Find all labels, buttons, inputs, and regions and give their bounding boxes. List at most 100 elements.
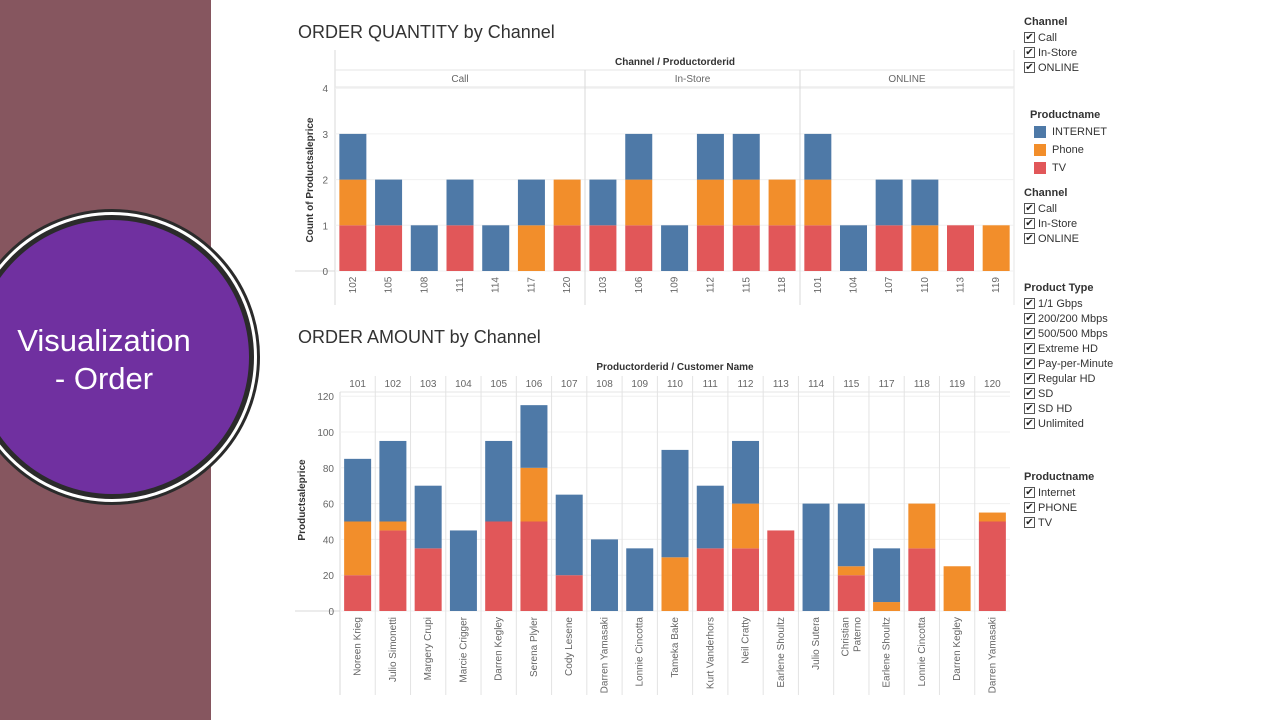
y-tick-label: 4	[322, 84, 328, 95]
filter-option[interactable]: ✔ Call	[1024, 30, 1079, 45]
checkbox-checked-icon[interactable]: ✔	[1024, 417, 1035, 429]
bar-segment-phone	[768, 179, 796, 226]
x-tick-label: 104	[849, 276, 860, 293]
bar-segment-internet	[837, 503, 865, 567]
filter-option[interactable]: ✔ PHONE	[1024, 500, 1094, 515]
bar-segment-internet	[485, 440, 513, 522]
filter-option[interactable]: ✔ 200/200 Mbps	[1024, 311, 1113, 326]
bar-segment-phone	[732, 179, 760, 226]
customer-name-label: Marcie Crigger	[458, 616, 469, 682]
filter-option[interactable]: ✔ ONLINE	[1024, 60, 1079, 75]
bar-segment-internet	[732, 440, 760, 504]
checkbox-checked-icon[interactable]: ✔	[1024, 31, 1035, 43]
legend-title: Product Type	[1024, 282, 1094, 294]
legend-item-tv[interactable]: TV	[1030, 159, 1107, 177]
customer-name-label: Cody Lesene	[564, 617, 575, 676]
bar-segment-phone	[732, 503, 760, 549]
bar-segment-tv	[837, 575, 865, 611]
y-tick-label: 120	[317, 392, 334, 403]
order-quantity-chart: Channel / Productorderid 0 1 2 3 4 Count of Pr…	[295, 50, 1015, 305]
bar-segment-tv	[768, 225, 796, 271]
checkbox-checked-icon[interactable]: ✔	[1024, 486, 1035, 498]
filter-option-label: In-Store	[1038, 46, 1078, 59]
x-tick-label: 119	[991, 277, 1002, 293]
bar-segment-tv	[625, 225, 653, 271]
filter-option[interactable]: ✔ Regular HD	[1024, 371, 1113, 386]
filter-option-label: 500/500 Mbps	[1038, 327, 1108, 340]
bar-segment-tv	[375, 225, 403, 271]
bar-segment-internet	[661, 225, 689, 271]
bar-segment-phone	[553, 179, 581, 226]
filter-option-label: Call	[1038, 202, 1057, 215]
channel-header-label: In-Store	[675, 74, 711, 85]
filter-option[interactable]: ✔ Unlimited	[1024, 416, 1113, 431]
filter-option[interactable]: ✔ ONLINE	[1024, 231, 1079, 246]
filter-option-label: Regular HD	[1038, 372, 1096, 385]
order-id-label: 104	[455, 379, 472, 390]
order-id-label: 117	[879, 379, 895, 390]
filter-option[interactable]: ✔ SD	[1024, 386, 1113, 401]
x-tick-label: 106	[634, 276, 645, 293]
checkbox-checked-icon[interactable]: ✔	[1024, 501, 1035, 513]
bar-segment-phone	[520, 467, 548, 522]
filter-option[interactable]: ✔ Extreme HD	[1024, 341, 1113, 356]
checkbox-checked-icon[interactable]: ✔	[1024, 217, 1035, 229]
bar-segment-internet	[482, 225, 510, 271]
x-tick-label: 108	[419, 276, 430, 293]
bar-segment-phone	[625, 179, 653, 226]
bar-segment-tv	[696, 225, 724, 271]
checkbox-checked-icon[interactable]: ✔	[1024, 46, 1035, 58]
color-swatch-icon	[1034, 126, 1046, 138]
bar-segment-internet	[344, 458, 372, 522]
filter-option[interactable]: ✔ TV	[1024, 515, 1094, 530]
y-tick-label: 3	[322, 130, 328, 141]
checkbox-checked-icon[interactable]: ✔	[1024, 342, 1035, 354]
x-tick-label: 111	[455, 277, 466, 293]
checkbox-checked-icon[interactable]: ✔	[1024, 357, 1035, 369]
product-type-legend: Product Type ✔ 1/1 Gbps ✔ 200/200 Mbps ✔ 500/…	[1024, 282, 1113, 431]
bar-segment-internet	[379, 440, 407, 522]
bar-segment-phone	[873, 602, 901, 611]
filter-option[interactable]: ✔ Pay-per-Minute	[1024, 356, 1113, 371]
slide-title-line1: Visualization	[17, 323, 191, 358]
filter-option[interactable]: ✔ Call	[1024, 201, 1079, 216]
filter-option[interactable]: ✔ SD HD	[1024, 401, 1113, 416]
checkbox-checked-icon[interactable]: ✔	[1024, 312, 1035, 324]
checkbox-checked-icon[interactable]: ✔	[1024, 387, 1035, 399]
y-tick-label: 0	[322, 267, 328, 278]
checkbox-checked-icon[interactable]: ✔	[1024, 402, 1035, 414]
productname-color-legend: Productname INTERNET Phone TV	[1030, 109, 1107, 177]
checkbox-checked-icon[interactable]: ✔	[1024, 297, 1035, 309]
x-tick-label: 113	[956, 277, 967, 293]
order-id-label: 114	[808, 379, 824, 390]
legend-item-phone[interactable]: Phone	[1030, 141, 1107, 159]
order-id-label: 103	[420, 379, 437, 390]
checkbox-checked-icon[interactable]: ✔	[1024, 372, 1035, 384]
x-tick-label: 102	[348, 276, 359, 293]
bar-segment-phone	[911, 225, 939, 271]
filter-option[interactable]: ✔ In-Store	[1024, 216, 1079, 231]
filter-option[interactable]: ✔ In-Store	[1024, 45, 1079, 60]
checkbox-checked-icon[interactable]: ✔	[1024, 202, 1035, 214]
checkbox-checked-icon[interactable]: ✔	[1024, 327, 1035, 339]
filter-option[interactable]: ✔ 500/500 Mbps	[1024, 326, 1113, 341]
legend-item-internet[interactable]: INTERNET	[1030, 123, 1107, 141]
filter-option[interactable]: ✔ Internet	[1024, 485, 1094, 500]
y-axis-label: Productsaleprice	[297, 459, 308, 541]
checkbox-checked-icon[interactable]: ✔	[1024, 61, 1035, 73]
bar-segment-tv	[520, 521, 548, 611]
filter-option[interactable]: ✔ 1/1 Gbps	[1024, 296, 1113, 311]
bar-segment-internet	[410, 225, 438, 271]
y-tick-label: 20	[323, 571, 335, 582]
filter-option-label: PHONE	[1038, 501, 1078, 514]
bar-segment-internet	[520, 405, 548, 468]
filter-option-label: Unlimited	[1038, 417, 1084, 430]
filter-option-label: TV	[1038, 516, 1053, 529]
order-amount-chart: Productorderid / Customer Name 0 20 40 60 80 1…	[295, 362, 1010, 695]
bar-segment-phone	[837, 566, 865, 576]
legend-label: INTERNET	[1052, 126, 1107, 138]
checkbox-checked-icon[interactable]: ✔	[1024, 516, 1035, 528]
bar-segment-tv	[732, 548, 760, 611]
checkbox-checked-icon[interactable]: ✔	[1024, 232, 1035, 244]
channel-header-label: Call	[451, 74, 468, 85]
